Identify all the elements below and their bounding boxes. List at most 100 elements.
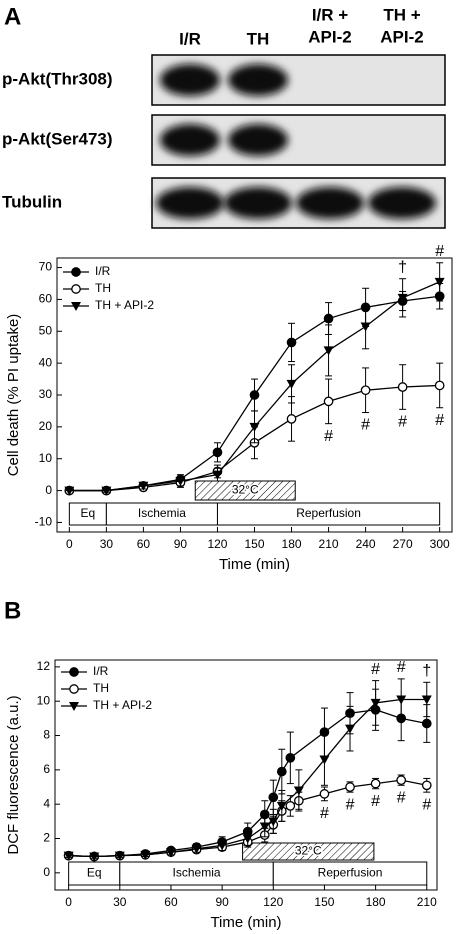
y-tick-label: 2 xyxy=(43,831,50,845)
point xyxy=(293,786,304,796)
x-tick-label: 90 xyxy=(174,537,188,551)
annotation: # xyxy=(435,412,444,429)
lane-label: TH xyxy=(247,29,270,48)
phase-label: Reperfusion xyxy=(318,866,383,880)
point xyxy=(319,755,330,765)
row-label: p-Akt(Thr308) xyxy=(2,69,113,88)
legend-label: TH xyxy=(95,281,111,295)
y-tick-label: 70 xyxy=(39,260,53,274)
blot-band xyxy=(296,187,364,219)
legend-marker xyxy=(71,284,81,294)
phase-label: Reperfusion xyxy=(296,506,361,520)
x-tick-label: 60 xyxy=(137,537,151,551)
point xyxy=(360,385,371,396)
point xyxy=(276,801,287,811)
blot-band xyxy=(228,124,288,156)
blot-band xyxy=(224,187,292,219)
hatch-box xyxy=(242,842,375,861)
x-tick-label: 30 xyxy=(113,895,127,909)
phase-label: Ischemia xyxy=(173,866,221,880)
y-tick-label: 10 xyxy=(39,451,53,465)
y-tick-label: 12 xyxy=(37,659,51,673)
y-tick-label: -10 xyxy=(35,515,53,529)
point xyxy=(249,422,260,432)
legend-label: TH xyxy=(93,681,109,695)
legend-label: TH + API-2 xyxy=(93,698,152,712)
point xyxy=(259,822,270,832)
point xyxy=(397,293,408,303)
x-tick-label: 180 xyxy=(282,537,302,551)
point xyxy=(345,724,356,734)
legend-label: I/R xyxy=(93,664,109,678)
point xyxy=(63,851,74,861)
annotation: † xyxy=(398,259,407,276)
point xyxy=(268,792,279,803)
point xyxy=(64,486,75,496)
lane-label: API-2 xyxy=(308,27,351,46)
point xyxy=(114,851,125,861)
row-label: p-Akt(Ser473) xyxy=(2,129,113,148)
point xyxy=(212,470,223,480)
point xyxy=(268,817,279,827)
x-tick-label: 210 xyxy=(319,537,339,551)
blot-band xyxy=(160,64,220,96)
point xyxy=(396,775,407,785)
x-tick-label: 120 xyxy=(263,895,283,909)
y-tick-label: 0 xyxy=(43,865,50,879)
plot-frame xyxy=(54,659,438,891)
point xyxy=(319,789,330,799)
point xyxy=(360,322,371,332)
hatch-label: 32°C xyxy=(295,844,322,858)
y-tick-label: 50 xyxy=(39,323,53,337)
point xyxy=(370,698,381,708)
panel-label: A xyxy=(4,3,21,30)
x-tick-label: 120 xyxy=(207,537,227,551)
y-axis-title: Cell death (% PI uptake) xyxy=(5,314,22,477)
phase-box xyxy=(216,502,441,526)
x-tick-label: 150 xyxy=(244,537,264,551)
legend-marker xyxy=(69,667,79,677)
legend-label: TH + API-2 xyxy=(95,298,154,312)
point xyxy=(286,379,297,389)
x-tick-label: 60 xyxy=(164,895,178,909)
x-tick-label: 240 xyxy=(356,537,376,551)
legend-label: I/R xyxy=(95,264,111,278)
x-tick-label: 150 xyxy=(314,895,334,909)
point xyxy=(421,695,432,705)
point xyxy=(396,695,407,705)
y-tick-label: 20 xyxy=(39,419,53,433)
phase-label: Eq xyxy=(87,866,102,880)
x-tick-label: 0 xyxy=(65,895,72,909)
annotation: # xyxy=(320,805,329,822)
y-tick-label: 8 xyxy=(43,728,50,742)
y-tick-label: 10 xyxy=(37,693,51,707)
blot-band xyxy=(156,187,224,219)
annotation: # xyxy=(346,796,355,813)
point xyxy=(345,782,355,792)
point xyxy=(323,346,334,356)
x-tick-label: 0 xyxy=(66,537,73,551)
point xyxy=(285,752,296,763)
x-tick-label: 30 xyxy=(100,537,114,551)
point xyxy=(370,778,381,789)
x-axis-title: Time (min) xyxy=(210,914,281,931)
x-tick-label: 90 xyxy=(215,895,229,909)
legend-marker xyxy=(69,702,79,711)
point xyxy=(421,718,432,729)
point xyxy=(191,844,202,854)
point xyxy=(397,382,408,392)
x-tick-label: 300 xyxy=(430,537,450,551)
point xyxy=(323,313,334,324)
point xyxy=(421,780,432,791)
annotation: # xyxy=(397,659,406,676)
point xyxy=(175,477,186,487)
y-tick-label: 30 xyxy=(39,387,53,401)
point xyxy=(286,337,297,348)
legend-marker xyxy=(71,302,81,311)
point xyxy=(138,481,149,491)
annotation: † xyxy=(422,663,431,680)
point xyxy=(434,380,445,391)
lane-label: I/R + xyxy=(312,5,348,24)
